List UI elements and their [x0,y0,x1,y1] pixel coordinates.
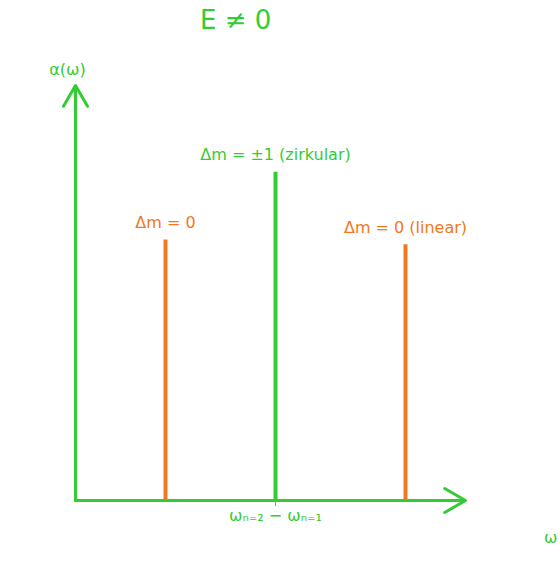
html-text:E ≠ 0: E ≠ 0 [200,5,272,35]
svg-text:ω: ω [544,528,557,547]
svg-text:Δm = 0: Δm = 0 [135,213,195,232]
svg-text:ωₙ₌₂ − ωₙ₌₁: ωₙ₌₂ − ωₙ₌₁ [229,506,322,525]
svg-text:α(ω): α(ω) [49,60,85,79]
svg-text:Δm = ±1 (zirkular): Δm = ±1 (zirkular) [200,145,350,164]
svg-text:Δm = 0 (linear): Δm = 0 (linear) [344,218,467,237]
